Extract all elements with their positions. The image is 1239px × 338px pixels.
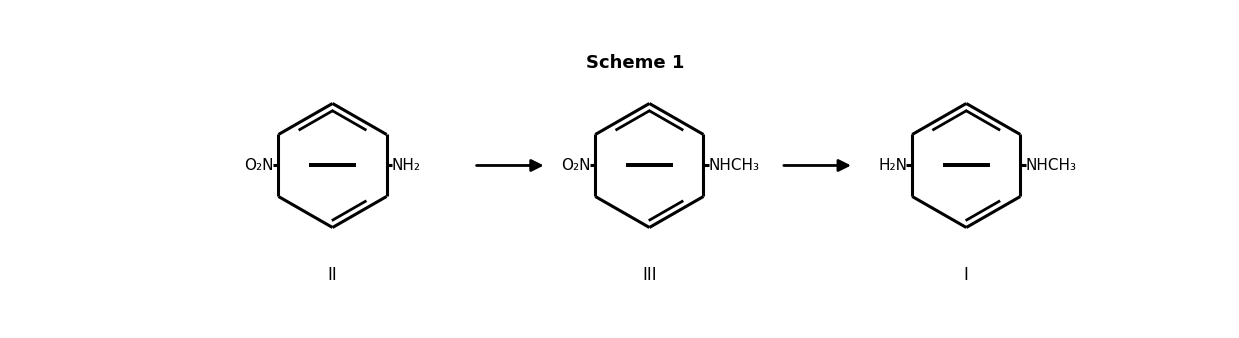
Text: I: I (964, 266, 969, 284)
Text: O₂N: O₂N (244, 158, 274, 173)
Text: Scheme 1: Scheme 1 (586, 54, 684, 72)
Text: NHCH₃: NHCH₃ (1025, 158, 1077, 173)
Text: II: II (327, 266, 337, 284)
Text: O₂N: O₂N (561, 158, 591, 173)
Text: H₂N: H₂N (878, 158, 907, 173)
Text: NH₂: NH₂ (392, 158, 420, 173)
Text: III: III (642, 266, 657, 284)
Text: NHCH₃: NHCH₃ (709, 158, 760, 173)
